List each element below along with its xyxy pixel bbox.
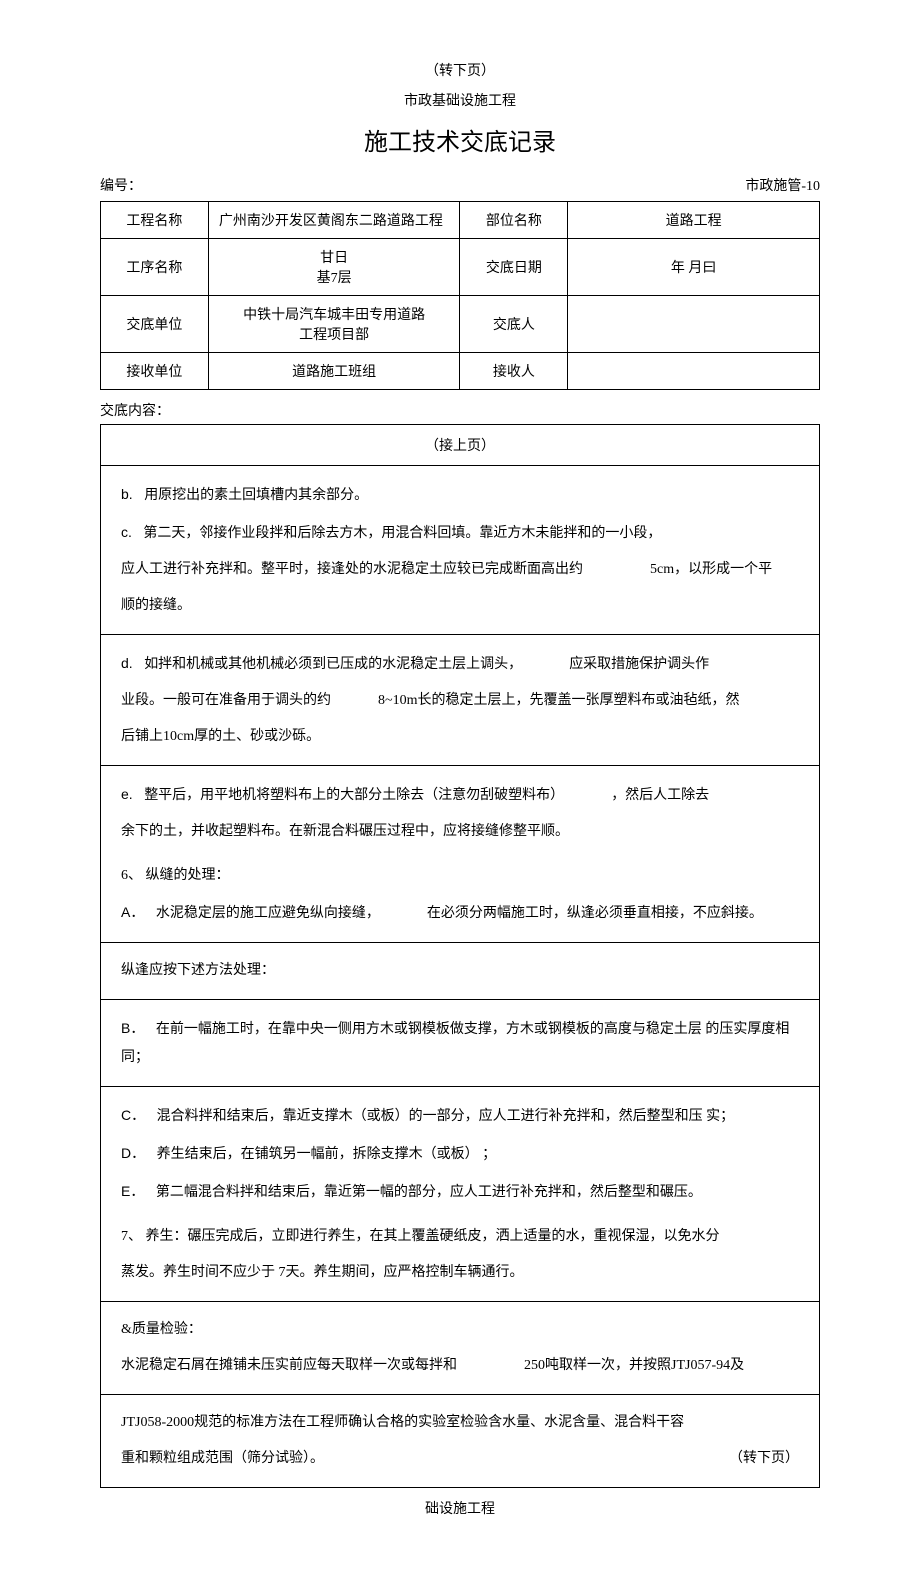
section-6a2: 纵逢应按下述方法处理： xyxy=(101,943,819,1000)
item-6a-line1: A． 水泥稳定层的施工应避免纵向接缝， 在必须分两幅施工时，纵逢必须垂直相接，不… xyxy=(121,894,799,932)
receive-unit-label: 接收单位 xyxy=(101,353,209,390)
section-7-num: 7、 xyxy=(121,1229,142,1244)
project-name-value: 广州南沙开发区黄阁东二路道路工程 xyxy=(208,202,460,239)
item-e-line2: 余下的土，并收起塑料布。在新混合料碾压过程中，应将接缝修整平顺。 xyxy=(121,814,799,850)
item-d-text1b: 应采取措施保护调头作 xyxy=(569,657,709,672)
item-e-text1a: 整平后，用平地机将塑料布上的大部分土除去（注意勿刮破塑料布） xyxy=(144,788,564,803)
part-name-label: 部位名称 xyxy=(460,202,568,239)
sub-title: 市政基础设施工程 xyxy=(100,90,820,110)
section-6-title-text: 纵缝的处理： xyxy=(146,868,230,883)
item-6b-text: 在前一幅施工时，在靠中央一侧用方木或钢模板做支撑，方木或钢模板的高度与稳定土层 … xyxy=(121,1022,789,1065)
item-c-line2: 应人工进行补充拌和。整平时，接逢处的水泥稳定土应较已完成断面高出约 5cm，以形… xyxy=(121,552,799,588)
table-row: 交底单位 中铁十局汽车城丰田专用道路 工程项目部 交底人 xyxy=(101,296,820,353)
item-6d-text: 养生结束后，在铺筑另一幅前，拆除支撑木（或板） ； xyxy=(157,1147,497,1162)
content-box: （接上页） b. 用原挖出的素土回填槽内其余部分。 c. 第二天，邻接作业段拌和… xyxy=(100,424,820,1488)
section-d: d. 如拌和机械或其他机械必须到已压成的水泥稳定土层上调头， 应采取措施保护调头… xyxy=(101,635,819,766)
item-6a-label: A． xyxy=(121,904,144,920)
process-name-value: 甘日 基7层 xyxy=(208,239,460,296)
item-6c: C． 混合料拌和结束后，靠近支撑木（或板）的一部分，应人工进行补充拌和，然后整型… xyxy=(121,1097,799,1135)
section-b-c: b. 用原挖出的素土回填槽内其余部分。 c. 第二天，邻接作业段拌和后除去方木，… xyxy=(101,466,819,635)
item-6a-line2: 纵逢应按下述方法处理： xyxy=(121,953,799,989)
section-8-text1a: 水泥稳定石屑在摊铺未压实前应每天取样一次或每拌和 xyxy=(121,1358,457,1373)
header-row: 编号： 市政施管-10 xyxy=(100,175,820,195)
doc-number-value: 市政施管-10 xyxy=(745,175,820,195)
item-6e: E． 第二幅混合料拌和结束后，靠近第一幅的部分，应人工进行补充拌和，然后整型和碾… xyxy=(121,1173,799,1211)
process-name-line2: 基7层 xyxy=(317,271,352,286)
disclose-unit-line1: 中铁十局汽车城丰田专用道路 xyxy=(243,308,425,323)
item-6e-label: E． xyxy=(121,1183,144,1199)
section-7-line1: 7、 养生：碾压完成后，立即进行养生，在其上覆盖硬纸皮，洒上适量的水，重视保湿，… xyxy=(121,1219,799,1255)
receive-unit-value: 道路施工班组 xyxy=(208,353,460,390)
item-d-text2b: 8~10m长的稳定土层上，先覆盖一张厚塑料布或油毡纸，然 xyxy=(378,693,739,708)
item-6b-label: B． xyxy=(121,1020,144,1036)
item-e-text1b: ，然后人工除去 xyxy=(611,788,709,803)
section-8-line2: JTJ058-2000规范的标准方法在工程师确认合格的实验室检验含水量、水泥含量… xyxy=(121,1405,799,1441)
section-8-title-row: &质量检验： 水泥稳定石屑在摊铺未压实前应每天取样一次或每拌和 250吨取样一次… xyxy=(101,1302,819,1395)
receive-person-label: 接收人 xyxy=(460,353,568,390)
item-d-text2a: 业段。一般可在准备用于调头的约 xyxy=(121,693,331,708)
receive-person-value xyxy=(568,353,820,390)
page-note-top: （转下页） xyxy=(100,60,820,80)
item-d-line1: d. 如拌和机械或其他机械必须到已压成的水泥稳定土层上调头， 应采取措施保护调头… xyxy=(121,645,799,683)
item-d-line2: 业段。一般可在准备用于调头的约 8~10m长的稳定土层上，先覆盖一张厚塑料布或油… xyxy=(121,683,799,719)
info-table: 工程名称 广州南沙开发区黄阁东二路道路工程 部位名称 道路工程 工序名称 甘日 … xyxy=(100,201,820,390)
item-d-label: d. xyxy=(121,655,133,671)
project-name-label: 工程名称 xyxy=(101,202,209,239)
item-6d: D． 养生结束后，在铺筑另一幅前，拆除支撑木（或板） ； xyxy=(121,1135,799,1173)
section-6-num: 6、 xyxy=(121,868,142,883)
section-7-line2: 蒸发。养生时间不应少于 7天。养生期间，应严格控制车辆通行。 xyxy=(121,1255,799,1291)
process-name-line1: 甘日 xyxy=(320,251,348,266)
item-6c-text: 混合料拌和结束后，靠近支撑木（或板）的一部分，应人工进行补充拌和，然后整型和压 … xyxy=(157,1109,735,1124)
section-8-body: JTJ058-2000规范的标准方法在工程师确认合格的实验室检验含水量、水泥含量… xyxy=(101,1395,819,1487)
item-c-line3: 顺的接缝。 xyxy=(121,588,799,624)
disclose-unit-value: 中铁十局汽车城丰田专用道路 工程项目部 xyxy=(208,296,460,353)
item-e-line1: e. 整平后，用平地机将塑料布上的大部分土除去（注意勿刮破塑料布） ，然后人工除… xyxy=(121,776,799,814)
item-6a-textb: 在必须分两幅施工时，纵逢必须垂直相接，不应斜接。 xyxy=(427,906,763,921)
disclose-person-value xyxy=(568,296,820,353)
section-8-line3: 重和颗粒组成范围（筛分试验）。 （转下页） xyxy=(121,1441,799,1477)
disclose-unit-label: 交底单位 xyxy=(101,296,209,353)
table-row: 接收单位 道路施工班组 接收人 xyxy=(101,353,820,390)
item-d-line3: 后铺上10cm厚的土、砂或沙砾。 xyxy=(121,719,799,755)
item-c-text1: 第二天，邻接作业段拌和后除去方木，用混合料回填。靠近方木未能拌和的一小段， xyxy=(143,526,661,541)
item-b-text: 用原挖出的素土回填槽内其余部分。 xyxy=(144,488,368,503)
item-c-line1: c. 第二天，邻接作业段拌和后除去方木，用混合料回填。靠近方木未能拌和的一小段， xyxy=(121,514,799,552)
item-b-label: b. xyxy=(121,486,133,502)
table-row: 工程名称 广州南沙开发区黄阁东二路道路工程 部位名称 道路工程 xyxy=(101,202,820,239)
section-8-line1: 水泥稳定石屑在摊铺未压实前应每天取样一次或每拌和 250吨取样一次，并按照JTJ… xyxy=(121,1348,799,1384)
item-c-text2b: 5cm，以形成一个平 xyxy=(650,562,772,577)
item-c-label: c. xyxy=(121,524,132,540)
section-6c-7: C． 混合料拌和结束后，靠近支撑木（或板）的一部分，应人工进行补充拌和，然后整型… xyxy=(101,1087,819,1302)
section-6b: B． 在前一幅施工时，在靠中央一侧用方木或钢模板做支撑，方木或钢模板的高度与稳定… xyxy=(101,1000,819,1087)
disclose-person-label: 交底人 xyxy=(460,296,568,353)
item-6c-label: C． xyxy=(121,1107,145,1123)
section-6-title: 6、 纵缝的处理： xyxy=(121,858,799,894)
item-6a-texta: 水泥稳定层的施工应避免纵向接缝， xyxy=(156,906,380,921)
disclose-unit-line2: 工程项目部 xyxy=(299,328,369,343)
item-6b: B． 在前一幅施工时，在靠中央一侧用方木或钢模板做支撑，方木或钢模板的高度与稳定… xyxy=(121,1010,799,1076)
table-row: 工序名称 甘日 基7层 交底日期 年 月曰 xyxy=(101,239,820,296)
content-label: 交底内容： xyxy=(100,400,820,420)
item-6e-text: 第二幅混合料拌和结束后，靠近第一幅的部分，应人工进行补充拌和，然后整型和碾压。 xyxy=(156,1185,702,1200)
disclose-date-value: 年 月曰 xyxy=(568,239,820,296)
item-d-text1a: 如拌和机械或其他机械必须到已压成的水泥稳定土层上调头， xyxy=(144,657,522,672)
section-7-text1: 养生：碾压完成后，立即进行养生，在其上覆盖硬纸皮，洒上适量的水，重视保湿，以免水… xyxy=(146,1229,720,1244)
item-6d-label: D． xyxy=(121,1145,145,1161)
section-8-text3b: （转下页） xyxy=(729,1445,799,1473)
section-e-6: e. 整平后，用平地机将塑料布上的大部分土除去（注意勿刮破塑料布） ，然后人工除… xyxy=(101,766,819,943)
item-b: b. 用原挖出的素土回填槽内其余部分。 xyxy=(121,476,799,514)
section-8-text1b: 250吨取样一次，并按照JTJ057-94及 xyxy=(524,1358,744,1373)
part-name-value: 道路工程 xyxy=(568,202,820,239)
item-c-text2a: 应人工进行补充拌和。整平时，接逢处的水泥稳定土应较已完成断面高出约 xyxy=(121,562,583,577)
section-8-text3a: 重和颗粒组成范围（筛分试验）。 xyxy=(121,1451,324,1466)
doc-number-label: 编号： xyxy=(100,175,142,195)
section-8-title: &质量检验： xyxy=(121,1312,799,1348)
content-header: （接上页） xyxy=(101,425,819,466)
disclose-date-label: 交底日期 xyxy=(460,239,568,296)
main-title: 施工技术交底记录 xyxy=(100,122,820,157)
footer-note: 础设施工程 xyxy=(100,1498,820,1518)
item-e-label: e. xyxy=(121,786,133,802)
process-name-label: 工序名称 xyxy=(101,239,209,296)
